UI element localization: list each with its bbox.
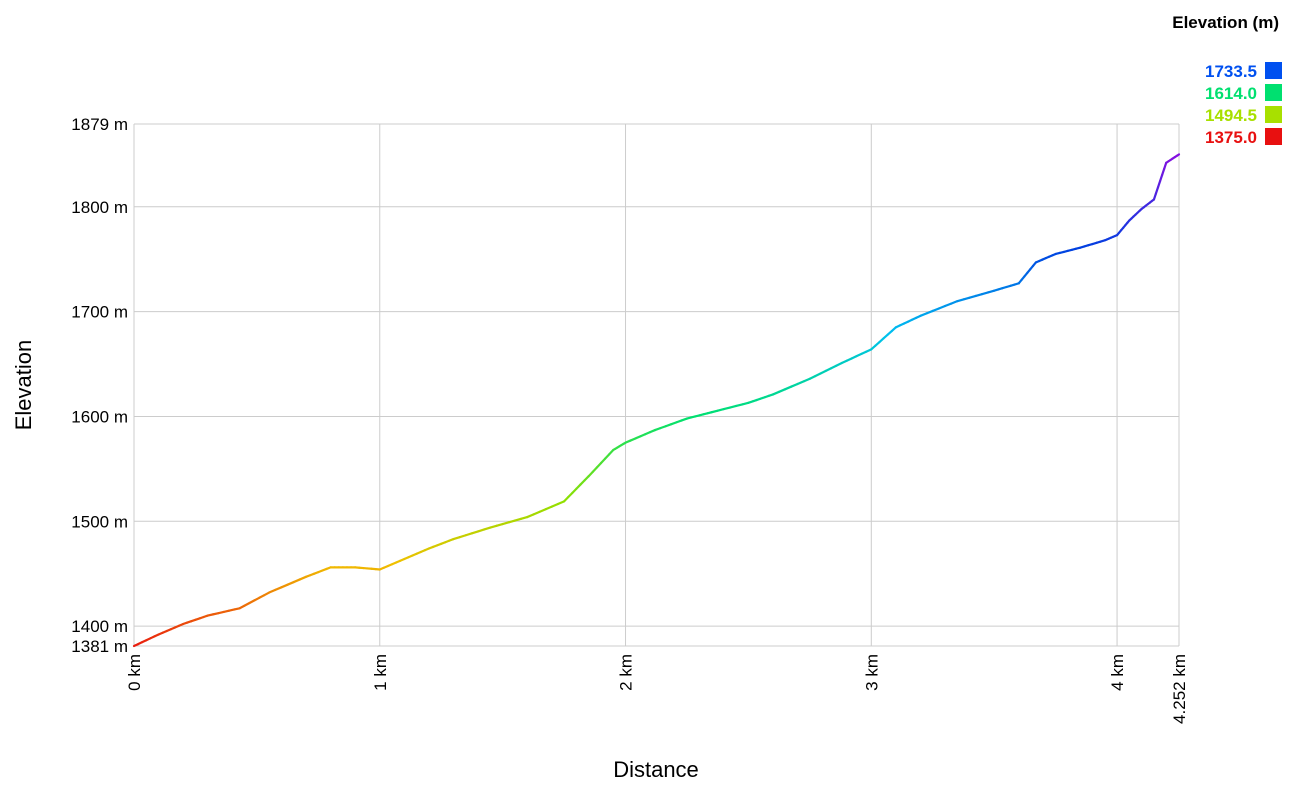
x-tick-label: 4 km: [1108, 654, 1127, 691]
elevation-line-segment: [268, 588, 277, 594]
legend: Elevation (m) 1733.5 1614.0 1494.5 1375.0: [1172, 13, 1282, 147]
elevation-line-segment: [771, 390, 781, 396]
elevation-line-segment: [790, 382, 799, 388]
legend-swatch: [1265, 106, 1282, 123]
x-tick-label: 1 km: [371, 654, 390, 691]
x-tick-label: 3 km: [862, 654, 881, 691]
y-tick-label: 1700 m: [71, 303, 128, 322]
legend-swatch: [1265, 84, 1282, 101]
elevation-line-segment: [526, 513, 535, 519]
x-tick-label: 4.252 km: [1170, 654, 1189, 724]
legend-title: Elevation (m): [1172, 13, 1279, 32]
y-tick-label: 1800 m: [71, 198, 128, 217]
elevation-profile-line: [132, 153, 1181, 648]
elevation-line-segment: [280, 583, 289, 589]
elevation-line-segment: [538, 508, 547, 513]
elevation-line-segment: [532, 510, 541, 516]
grid-lines: [133, 123, 1180, 647]
elevation-line-segment: [784, 385, 793, 391]
elevation-line-segment: [298, 575, 308, 581]
x-tick-label: 0 km: [125, 654, 144, 691]
elevation-line-segment: [937, 304, 947, 310]
y-tick-label: 1879 m: [71, 115, 128, 134]
elevation-line-segment: [925, 309, 934, 315]
elevation-line-segment: [1175, 153, 1181, 157]
legend-swatch: [1265, 128, 1282, 145]
y-tick-label: 1500 m: [71, 512, 128, 531]
elevation-line-segment: [802, 377, 811, 383]
elevation-line-segment: [550, 502, 560, 508]
legend-entry-label: 1614.0: [1205, 84, 1257, 103]
x-tick-label: 2 km: [617, 654, 636, 691]
elevation-line-segment: [556, 500, 566, 506]
elevation-line-segment: [274, 586, 283, 592]
legend-entry-label: 1733.5: [1205, 62, 1257, 81]
elevation-line-segment: [931, 307, 940, 313]
elevation-line-segment: [796, 380, 805, 386]
legend-entry-label: 1494.5: [1205, 106, 1257, 125]
elevation-line-segment: [292, 578, 301, 584]
elevation-line-segment: [778, 388, 787, 393]
legend-entry-label: 1375.0: [1205, 128, 1257, 147]
elevation-line-segment: [943, 302, 953, 308]
x-axis-label: Distance: [613, 757, 699, 782]
legend-swatch: [1265, 62, 1282, 79]
x-axis-ticks: 0 km 1 km 2 km 3 km 4 km 4.252 km: [125, 654, 1189, 724]
y-tick-label: 1600 m: [71, 407, 128, 426]
elevation-line-segment: [286, 580, 295, 586]
y-tick-label: 1400 m: [71, 617, 128, 636]
y-tick-label: 1381 m: [71, 637, 128, 656]
y-axis-label: Elevation: [11, 340, 36, 431]
elevation-line-segment: [919, 312, 928, 317]
elevation-line-segment: [950, 300, 959, 305]
elevation-line-segment: [544, 505, 553, 511]
